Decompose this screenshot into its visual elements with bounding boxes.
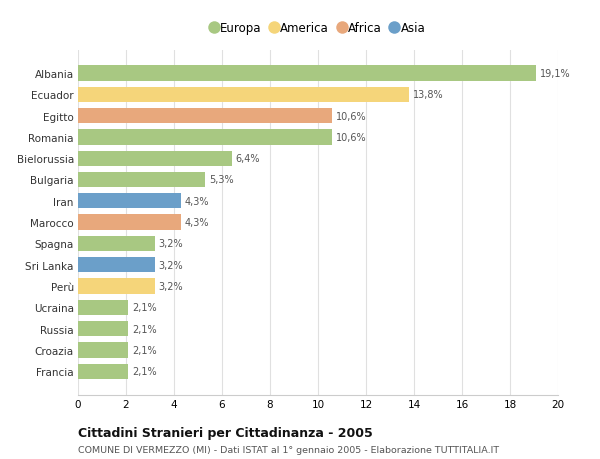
Text: 19,1%: 19,1% xyxy=(540,69,571,79)
Text: 2,1%: 2,1% xyxy=(132,302,157,313)
Bar xyxy=(78,236,155,252)
Text: 4,3%: 4,3% xyxy=(185,218,209,228)
Text: 6,4%: 6,4% xyxy=(235,154,260,164)
Text: 10,6%: 10,6% xyxy=(336,133,367,143)
Text: 4,3%: 4,3% xyxy=(185,196,209,207)
Text: 10,6%: 10,6% xyxy=(336,112,367,121)
Bar xyxy=(78,321,128,336)
Bar xyxy=(78,300,128,315)
Bar xyxy=(78,151,232,167)
Bar xyxy=(78,342,128,358)
Bar xyxy=(78,66,536,81)
Bar xyxy=(78,130,332,145)
Bar xyxy=(78,364,128,379)
Bar xyxy=(78,87,409,103)
Text: Cittadini Stranieri per Cittadinanza - 2005: Cittadini Stranieri per Cittadinanza - 2… xyxy=(78,426,373,439)
Text: 3,2%: 3,2% xyxy=(158,260,183,270)
Legend: Europa, America, Africa, Asia: Europa, America, Africa, Asia xyxy=(211,22,425,35)
Bar xyxy=(78,109,332,124)
Bar xyxy=(78,257,155,273)
Text: COMUNE DI VERMEZZO (MI) - Dati ISTAT al 1° gennaio 2005 - Elaborazione TUTTITALI: COMUNE DI VERMEZZO (MI) - Dati ISTAT al … xyxy=(78,445,499,454)
Text: 13,8%: 13,8% xyxy=(413,90,443,100)
Text: 2,1%: 2,1% xyxy=(132,345,157,355)
Bar xyxy=(78,194,181,209)
Text: 3,2%: 3,2% xyxy=(158,281,183,291)
Text: 2,1%: 2,1% xyxy=(132,324,157,334)
Bar xyxy=(78,279,155,294)
Text: 3,2%: 3,2% xyxy=(158,239,183,249)
Bar xyxy=(78,215,181,230)
Text: 2,1%: 2,1% xyxy=(132,366,157,376)
Bar xyxy=(78,173,205,188)
Text: 5,3%: 5,3% xyxy=(209,175,233,185)
